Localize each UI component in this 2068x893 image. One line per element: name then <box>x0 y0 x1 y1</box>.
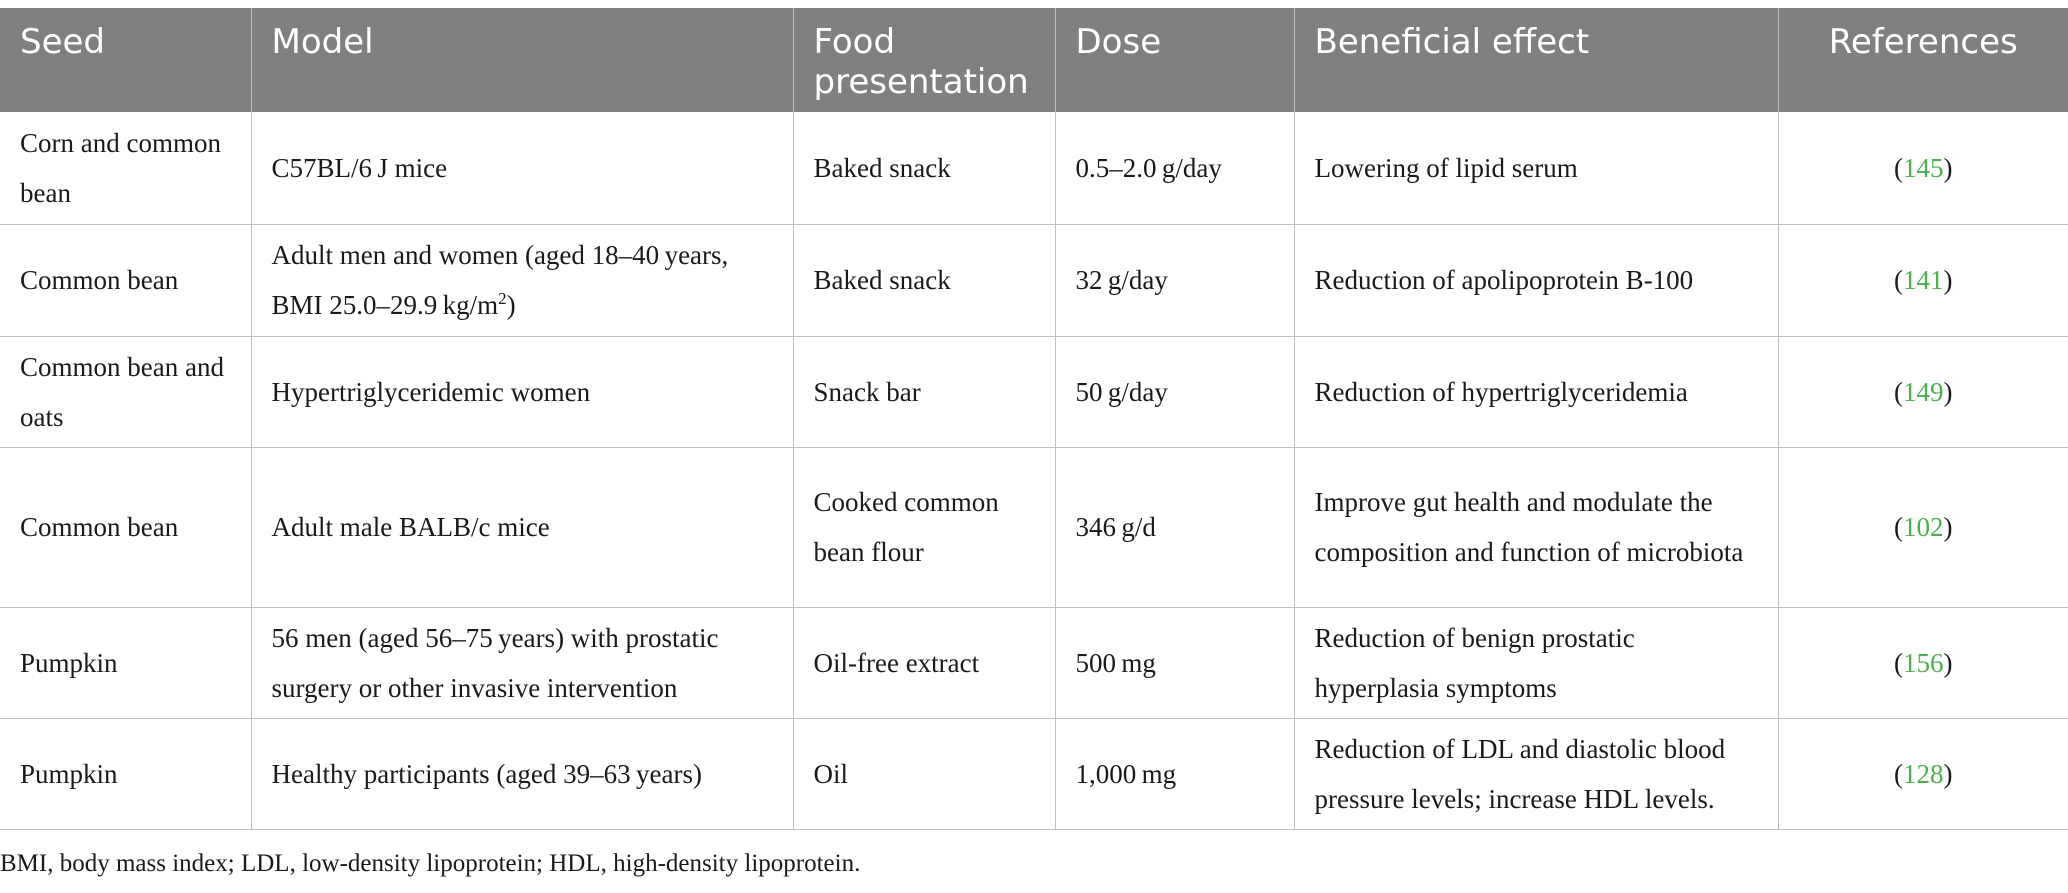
data-table: Seed Model Food presentation Dose Benefi… <box>0 8 2068 830</box>
cell-seed: Common bean and oats <box>0 336 252 448</box>
table-row: Common bean Adult men and women (aged 18… <box>0 224 2068 337</box>
model-superscript: 2 <box>498 289 507 308</box>
cell-model: Hypertriglyceridemic women <box>251 336 794 448</box>
cell-food: Snack bar <box>793 336 1056 448</box>
cell-dose: 500 mg <box>1055 607 1295 719</box>
table-row: Common bean Adult male BALB/c mice Cooke… <box>0 447 2068 608</box>
cell-effect: Improve gut health and modulate the comp… <box>1294 447 1779 608</box>
cell-effect: Reduction of benign prostatic hyperplasi… <box>1294 607 1779 719</box>
cell-seed: Common bean <box>0 224 252 337</box>
cell-seed: Corn and common bean <box>0 112 252 225</box>
cell-reference: (156) <box>1778 607 2068 719</box>
cell-reference: (128) <box>1778 718 2068 830</box>
cell-dose: 32 g/day <box>1055 224 1295 337</box>
model-text: Hypertriglyceridemic women <box>271 376 591 407</box>
model-text-after: ) <box>506 290 516 320</box>
table-row: Common bean and oats Hypertriglyceridemi… <box>0 336 2068 448</box>
model-text: Adult male BALB/c mice <box>271 512 550 542</box>
model-text: 56 men (aged 56–75 years) with prostatic… <box>271 622 719 703</box>
cell-effect: Reduction of LDL and diastolic blood pre… <box>1294 718 1779 830</box>
cell-reference: (145) <box>1778 112 2068 225</box>
cell-food: Oil-free extract <box>793 607 1056 719</box>
cell-dose: 346 g/d <box>1055 447 1295 608</box>
cell-dose: 50 g/day <box>1055 336 1295 448</box>
cell-reference: (149) <box>1778 336 2068 448</box>
table-row: Corn and common bean C57BL/6 J mice Bake… <box>0 112 2068 225</box>
reference-link[interactable]: 145 <box>1903 152 1944 183</box>
header-references: References <box>1778 8 2068 112</box>
cell-model: 56 men (aged 56–75 years) with prostatic… <box>251 607 794 719</box>
header-model: Model <box>251 8 794 112</box>
reference-link[interactable]: 102 <box>1903 512 1944 542</box>
cell-seed: Pumpkin <box>0 718 252 830</box>
model-text: Adult men and women (aged 18–40 years, B… <box>271 240 729 320</box>
cell-reference: (141) <box>1778 224 2068 337</box>
reference-link[interactable]: 149 <box>1903 376 1944 407</box>
cell-food: Oil <box>793 718 1056 830</box>
reference-link[interactable]: 128 <box>1903 758 1944 789</box>
cell-food: Baked snack <box>793 224 1056 337</box>
header-row: Seed Model Food presentation Dose Benefi… <box>0 8 2068 112</box>
cell-effect: Reduction of apolipoprotein B-100 <box>1294 224 1779 337</box>
cell-effect: Lowering of lipid serum <box>1294 112 1779 225</box>
header-seed: Seed <box>0 8 252 112</box>
cell-effect: Reduction of hypertriglyceridemia <box>1294 336 1779 448</box>
cell-model: Adult male BALB/c mice <box>251 447 794 608</box>
reference-link[interactable]: 156 <box>1903 647 1944 678</box>
cell-seed: Pumpkin <box>0 607 252 719</box>
table-row: Pumpkin 56 men (aged 56–75 years) with p… <box>0 607 2068 719</box>
model-text: Healthy participants (aged 39–63 years) <box>271 758 703 789</box>
cell-food: Baked snack <box>793 112 1056 225</box>
cell-model: Healthy participants (aged 39–63 years) <box>251 718 794 830</box>
header-dose: Dose <box>1055 8 1295 112</box>
cell-dose: 0.5–2.0 g/day <box>1055 112 1295 225</box>
table-container: Seed Model Food presentation Dose Benefi… <box>0 8 2068 830</box>
cell-dose: 1,000 mg <box>1055 718 1295 830</box>
cell-model: Adult men and women (aged 18–40 years, B… <box>251 224 794 337</box>
header-beneficial-effect: Beneficial effect <box>1294 8 1779 112</box>
cell-seed: Common bean <box>0 447 252 608</box>
cell-reference: (102) <box>1778 447 2068 608</box>
cell-model: C57BL/6 J mice <box>251 112 794 225</box>
table-footnote: BMI, body mass index; LDL, low-density l… <box>0 850 861 877</box>
cell-food: Cooked common bean flour <box>793 447 1056 608</box>
model-text: C57BL/6 J mice <box>271 152 448 183</box>
header-food-presentation: Food presentation <box>793 8 1056 112</box>
reference-link[interactable]: 141 <box>1903 265 1944 295</box>
table-row: Pumpkin Healthy participants (aged 39–63… <box>0 718 2068 830</box>
